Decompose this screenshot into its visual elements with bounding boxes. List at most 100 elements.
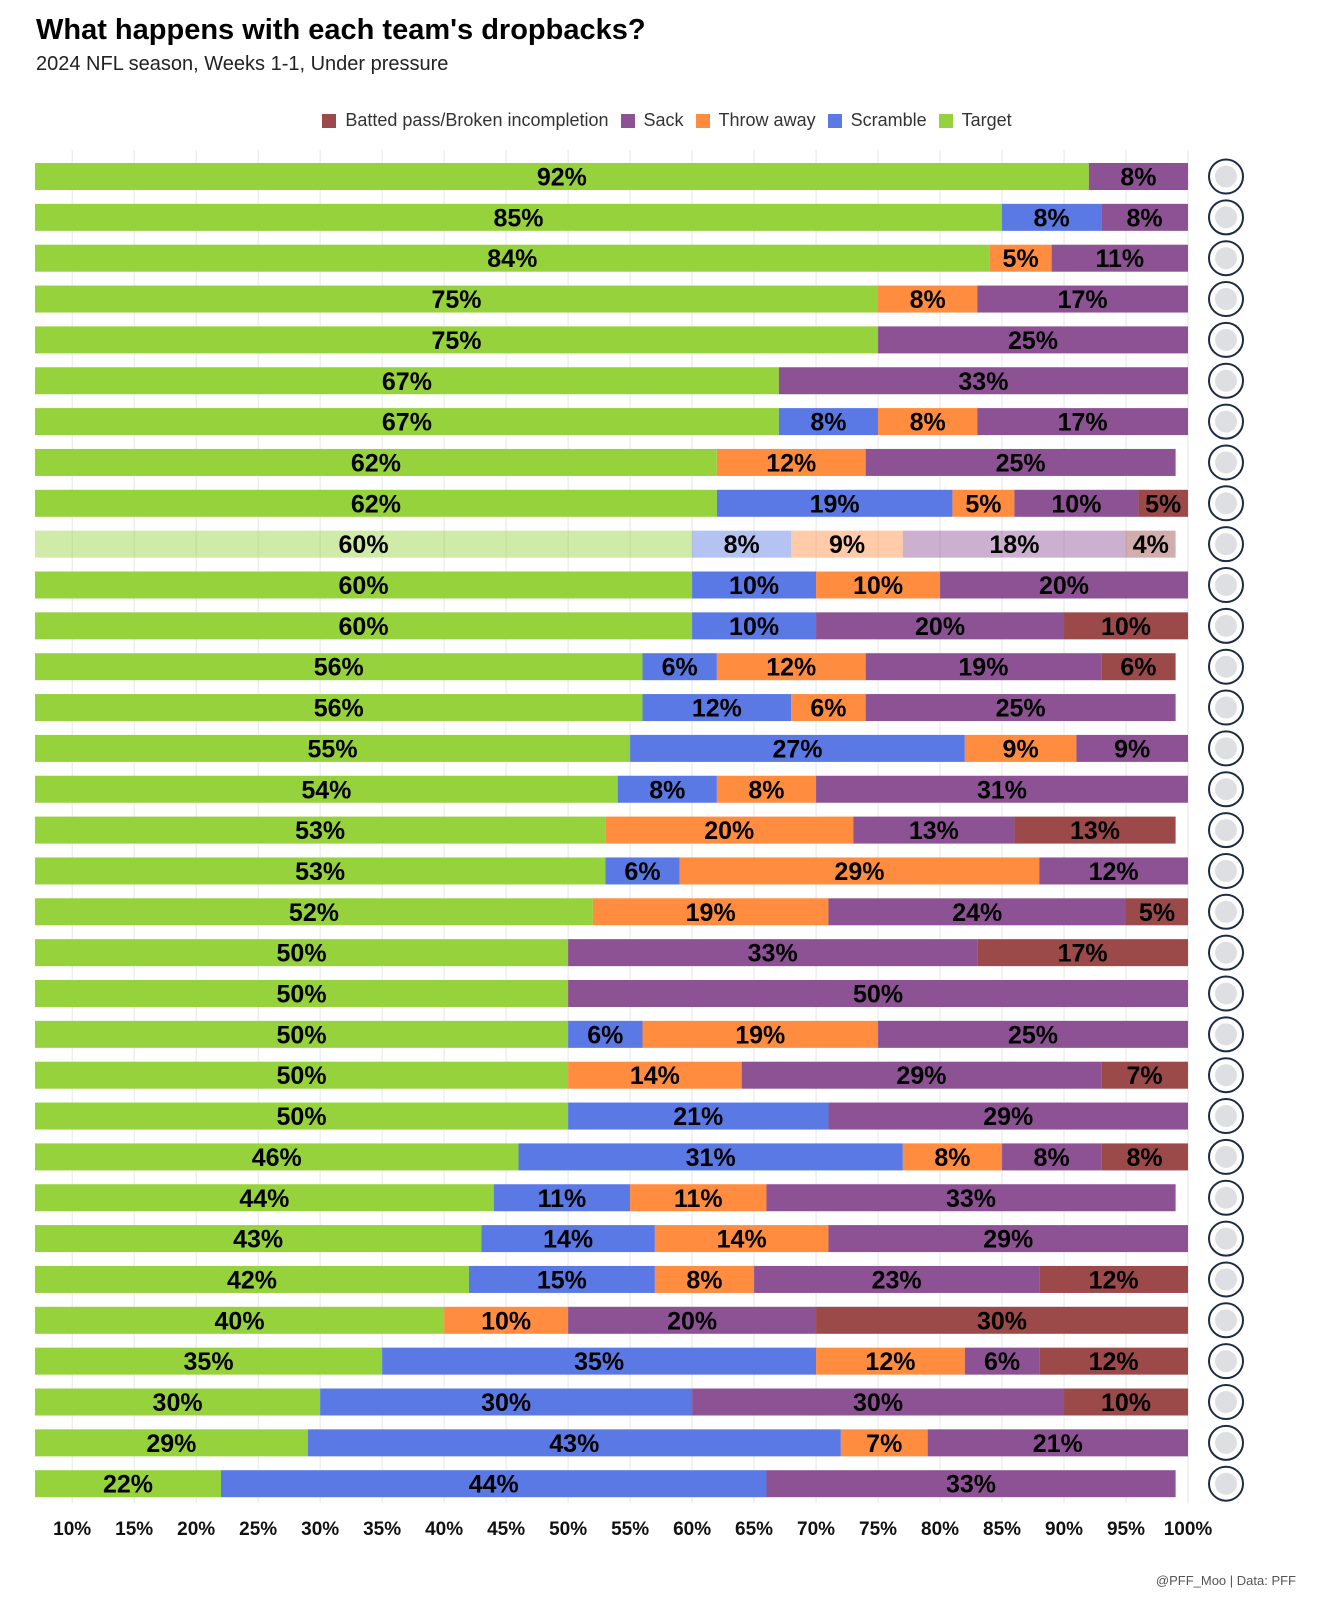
data-label: 5% — [1003, 245, 1039, 273]
bar-segment-sack — [878, 1020, 1188, 1048]
data-label: 29% — [146, 1430, 196, 1458]
bar-segment-target — [35, 367, 779, 395]
browns-logo-icon — [1208, 1261, 1244, 1298]
bar-segment-sack — [828, 1102, 1188, 1130]
bar-segment-target — [35, 1470, 221, 1498]
bar-segment-sack — [816, 775, 1188, 803]
data-label: 6% — [984, 1348, 1020, 1376]
data-label: 8% — [934, 1144, 970, 1172]
data-label: 84% — [487, 245, 537, 273]
bar-segment-target — [35, 939, 569, 967]
data-label: 25% — [996, 449, 1046, 477]
data-label: 14% — [543, 1226, 593, 1254]
data-label: 8% — [1034, 1144, 1070, 1172]
bar-segment-batted-pass-broken-incompletion — [1039, 1347, 1188, 1375]
chart-title: What happens with each team's dropbacks? — [36, 14, 646, 46]
data-label: 54% — [301, 776, 351, 804]
data-label: 8% — [1127, 204, 1163, 232]
bar-segment-throw-away — [654, 1225, 829, 1253]
bar-segment-scramble — [481, 1225, 655, 1253]
data-label: 8% — [1120, 164, 1156, 192]
data-label: 29% — [983, 1226, 1033, 1254]
data-label: 18% — [989, 531, 1039, 559]
bar-row-dolphins: 62% 12% 25% — [35, 448, 1176, 477]
data-label: 50% — [277, 940, 327, 968]
bar-segment-scramble — [605, 857, 680, 885]
bar-row-titans: 56% 6% 12% 19% 6% — [35, 653, 1176, 682]
bar-segment-target — [35, 163, 1089, 190]
eagles-logo-icon — [1208, 852, 1244, 889]
data-label: 43% — [549, 1430, 599, 1458]
bar-segment-sack — [977, 285, 1188, 313]
titans-logo-icon — [1208, 648, 1244, 685]
bar-segment-scramble — [642, 694, 792, 722]
bar-row-ravens: 35% 35% 12% 6% 12% — [35, 1347, 1188, 1376]
data-label: 46% — [252, 1144, 302, 1172]
bar-segment-throw-away — [816, 1347, 965, 1375]
x-tick-label: 90% — [1045, 1519, 1083, 1540]
packers-logo-icon — [1208, 812, 1244, 849]
legend-label: Throw away — [718, 110, 816, 130]
bar-segment-scramble — [692, 612, 817, 640]
bar-segment-sack — [1039, 857, 1188, 885]
data-label: 20% — [915, 613, 965, 641]
bar-segment-target — [35, 530, 693, 558]
bar-segment-batted-pass-broken-incompletion — [1138, 489, 1188, 517]
bar-segment-sack — [568, 939, 978, 967]
data-label: 30% — [977, 1307, 1027, 1335]
bar-row-chargers: 60% 10% 10% 20% — [35, 571, 1188, 600]
bar-row-bengals: 30% 30% 30% 10% — [35, 1388, 1188, 1417]
data-label: 56% — [314, 695, 364, 723]
jaguars-logo-icon — [1208, 1179, 1244, 1216]
bar-segment-target — [35, 1020, 569, 1048]
rams-logo-icon — [1208, 240, 1244, 277]
data-label: 8% — [1127, 1144, 1163, 1172]
legend-swatch — [695, 113, 710, 128]
data-label: 8% — [686, 1266, 722, 1294]
data-label: 25% — [1008, 1021, 1058, 1049]
data-label: 14% — [630, 1062, 680, 1090]
bar-segment-batted-pass-broken-incompletion — [1101, 1061, 1188, 1089]
bar-segment-throw-away — [989, 244, 1052, 272]
bar-segment-scramble — [320, 1388, 693, 1416]
data-label: 29% — [834, 858, 884, 886]
data-label: 15% — [537, 1266, 587, 1294]
x-tick-label: 50% — [549, 1519, 587, 1540]
commanders-logo-icon — [1208, 1424, 1244, 1461]
bar-segment-throw-away — [679, 857, 1040, 885]
data-label: 12% — [865, 1348, 915, 1376]
bar-segment-throw-away — [791, 530, 903, 558]
bar-row-browns: 42% 15% 8% 23% 12% — [35, 1265, 1188, 1294]
bar-segment-batted-pass-broken-incompletion — [977, 939, 1188, 967]
data-label: 10% — [1101, 613, 1151, 641]
cowboys-logo-icon — [1208, 975, 1244, 1012]
bar-segment-throw-away — [654, 1265, 755, 1293]
bar-segment-target — [35, 653, 643, 681]
data-label: 50% — [277, 1021, 327, 1049]
legend-label: Scramble — [850, 110, 927, 130]
data-label: 12% — [1089, 858, 1139, 886]
giants-logo-icon — [1208, 893, 1244, 930]
x-tick-label: 85% — [983, 1519, 1021, 1540]
legend-item-scramble: Scramble — [827, 110, 927, 131]
bar-segment-target — [35, 1388, 321, 1416]
lions-logo-icon — [1208, 607, 1244, 644]
bar-segment-scramble — [1002, 203, 1102, 231]
bar-row-49ers: 67% 33% — [35, 367, 1188, 396]
bears-logo-icon — [1208, 1302, 1244, 1339]
chart-subtitle: 2024 NFL season, Weeks 1-1, Under pressu… — [36, 53, 449, 75]
bar-segment-scramble — [518, 1143, 903, 1171]
bar-segment-sack — [741, 1061, 1102, 1089]
x-tick-label: 95% — [1107, 1519, 1145, 1540]
x-tick-label: 80% — [921, 1519, 959, 1540]
bar-segment-target — [35, 1143, 519, 1171]
data-label: 6% — [587, 1021, 623, 1049]
bar-segment-sack — [1002, 1143, 1102, 1171]
legend-swatch — [938, 113, 953, 128]
bar-segment-sack — [1014, 489, 1139, 517]
colts-logo-icon — [1208, 934, 1244, 971]
data-label: 12% — [1089, 1348, 1139, 1376]
data-label: 13% — [1070, 817, 1120, 845]
buccaneers-logo-icon — [1208, 730, 1244, 767]
bar-segment-scramble — [630, 734, 965, 762]
